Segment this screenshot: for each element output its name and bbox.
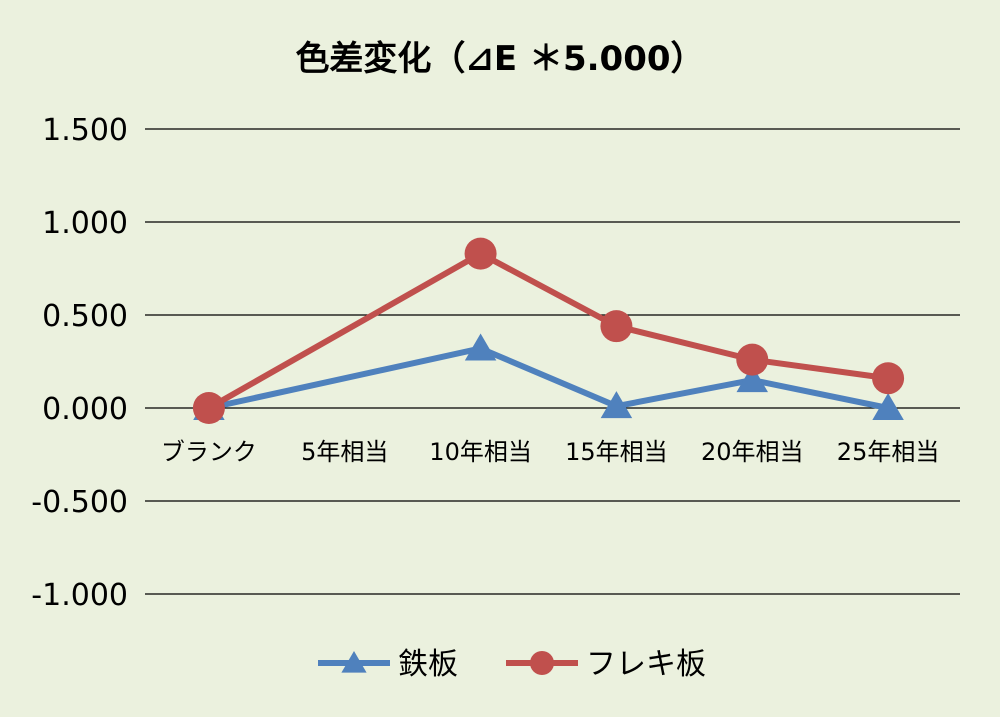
data-point — [464, 333, 497, 361]
data-point — [600, 310, 633, 343]
y-tick-label: -0.500 — [31, 485, 128, 520]
data-point — [736, 365, 768, 393]
y-tick-label: 0.500 — [42, 299, 128, 334]
gridlines — [145, 128, 960, 595]
legend-marker — [530, 651, 554, 675]
data-point — [872, 362, 905, 395]
y-tick-label: -1.000 — [31, 578, 128, 613]
y-tick-label: 0.000 — [42, 392, 128, 427]
data-point — [872, 393, 904, 420]
y-axis-tick-labels: 1.500 1.000 0.500 0.000 -0.500 -1.000 — [31, 113, 128, 613]
data-point — [600, 391, 633, 419]
y-tick-label: 1.000 — [42, 206, 128, 241]
x-tick-label: 10年相当 — [429, 438, 532, 466]
x-tick-label: 15年相当 — [565, 438, 668, 466]
legend-label: 鉄板 — [398, 647, 458, 682]
y-tick-label: 1.500 — [42, 113, 128, 148]
data-point — [464, 237, 497, 270]
data-point — [736, 343, 769, 376]
x-tick-label: 20年相当 — [701, 438, 804, 466]
legend-marker — [341, 651, 367, 673]
legend-item: 鉄板 — [318, 647, 458, 682]
x-axis-tick-labels: ブランク 5年相当 10年相当 15年相当 20年相当 25年相当 — [161, 438, 939, 466]
series-lines — [192, 237, 905, 424]
series-line — [208, 345, 889, 411]
legend-item: フレキ板 — [506, 647, 706, 682]
legend-label: フレキ板 — [586, 647, 706, 682]
chart-title: 色差変化（⊿E ＊5.000） — [295, 39, 704, 79]
x-tick-label: 5年相当 — [301, 438, 388, 466]
data-point — [192, 392, 225, 424]
x-tick-label: 25年相当 — [837, 438, 940, 466]
x-tick-label: ブランク — [161, 438, 257, 466]
legend: 鉄板 フレキ板 — [318, 647, 706, 682]
